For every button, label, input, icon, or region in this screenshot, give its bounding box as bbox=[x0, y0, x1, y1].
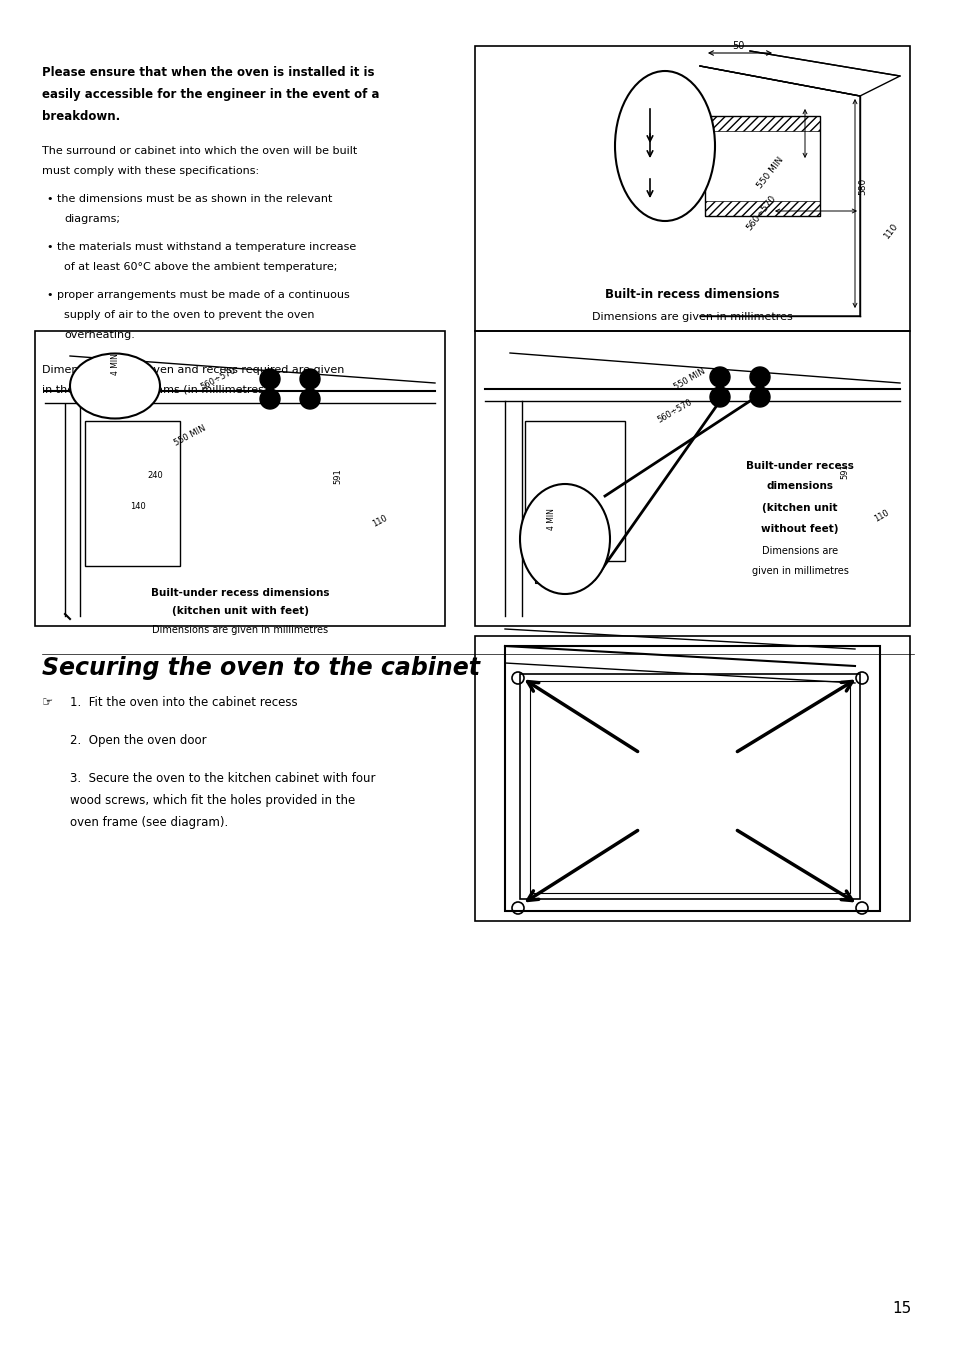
Circle shape bbox=[260, 369, 280, 389]
Ellipse shape bbox=[615, 72, 714, 222]
Text: 560÷570: 560÷570 bbox=[656, 397, 693, 424]
Text: in the relevant diagrams (in millimetres).: in the relevant diagrams (in millimetres… bbox=[42, 385, 272, 394]
Text: easily accessible for the engineer in the event of a: easily accessible for the engineer in th… bbox=[42, 88, 379, 101]
Text: 110: 110 bbox=[882, 222, 899, 240]
Bar bbox=[535, 528, 569, 584]
Text: (kitchen unit with feet): (kitchen unit with feet) bbox=[172, 607, 308, 616]
Text: 1.  Fit the oven into the cabinet recess: 1. Fit the oven into the cabinet recess bbox=[70, 696, 297, 709]
Bar bbox=[519, 674, 859, 898]
Text: Dimensions are: Dimensions are bbox=[761, 546, 837, 557]
Text: 110: 110 bbox=[371, 513, 389, 528]
Text: 550 MIN: 550 MIN bbox=[172, 424, 207, 449]
Text: Securing the oven to the cabinet: Securing the oven to the cabinet bbox=[42, 657, 479, 680]
Circle shape bbox=[299, 369, 319, 389]
Bar bbox=[624, 101, 679, 190]
Text: Built-in recess dimensions: Built-in recess dimensions bbox=[604, 288, 779, 301]
Circle shape bbox=[709, 386, 729, 407]
Text: 550 MIN: 550 MIN bbox=[754, 155, 784, 190]
Circle shape bbox=[749, 367, 769, 386]
Text: Dimensions are given in millimetres: Dimensions are given in millimetres bbox=[152, 626, 328, 635]
Circle shape bbox=[299, 389, 319, 409]
Text: breakdown.: breakdown. bbox=[42, 109, 120, 123]
Text: Dimensions of the oven and recess required are given: Dimensions of the oven and recess requir… bbox=[42, 365, 344, 376]
Text: 110: 110 bbox=[872, 508, 890, 524]
Bar bbox=[85, 422, 180, 566]
Bar bbox=[704, 116, 820, 216]
Text: 3.  Secure the oven to the kitchen cabinet with four: 3. Secure the oven to the kitchen cabine… bbox=[70, 771, 375, 785]
Text: 591: 591 bbox=[840, 463, 848, 478]
Circle shape bbox=[260, 389, 280, 409]
Bar bbox=[475, 636, 909, 921]
Bar bbox=[88, 369, 123, 381]
Text: Please ensure that when the oven is installed it is: Please ensure that when the oven is inst… bbox=[42, 66, 375, 78]
Bar bbox=[524, 422, 624, 561]
Bar bbox=[624, 176, 679, 190]
Circle shape bbox=[709, 367, 729, 386]
Text: supply of air to the oven to prevent the oven: supply of air to the oven to prevent the… bbox=[64, 309, 314, 320]
Text: wood screws, which fit the holes provided in the: wood screws, which fit the holes provide… bbox=[70, 794, 355, 807]
Bar bbox=[35, 331, 444, 626]
Bar bbox=[475, 46, 909, 331]
Text: oven frame (see diagram).: oven frame (see diagram). bbox=[70, 816, 228, 830]
Bar bbox=[88, 366, 123, 411]
Text: must comply with these specifications:: must comply with these specifications: bbox=[42, 166, 259, 176]
Text: 4 MIN: 4 MIN bbox=[111, 353, 119, 376]
Text: • the dimensions must be as shown in the relevant: • the dimensions must be as shown in the… bbox=[47, 195, 332, 204]
Text: 140: 140 bbox=[130, 501, 146, 511]
Text: ☞: ☞ bbox=[42, 696, 53, 709]
Text: 4 MIN: 4 MIN bbox=[547, 508, 556, 530]
Text: 50: 50 bbox=[731, 41, 743, 51]
Text: Built-under recess dimensions: Built-under recess dimensions bbox=[151, 588, 329, 598]
Text: The surround or cabinet into which the oven will be built: The surround or cabinet into which the o… bbox=[42, 146, 356, 155]
Text: • the materials must withstand a temperature increase: • the materials must withstand a tempera… bbox=[47, 242, 355, 253]
Text: given in millimetres: given in millimetres bbox=[751, 566, 847, 576]
Text: overheating.: overheating. bbox=[64, 330, 134, 340]
Text: 2.  Open the oven door: 2. Open the oven door bbox=[70, 734, 207, 747]
Text: 560÷570: 560÷570 bbox=[198, 366, 237, 392]
Text: (kitchen unit: (kitchen unit bbox=[761, 503, 837, 513]
Text: 15: 15 bbox=[892, 1301, 911, 1316]
Ellipse shape bbox=[70, 354, 160, 419]
Circle shape bbox=[749, 386, 769, 407]
Bar bbox=[624, 101, 679, 116]
Text: 560÷570: 560÷570 bbox=[744, 193, 778, 232]
Text: Built-under recess: Built-under recess bbox=[745, 461, 853, 471]
Text: diagrams;: diagrams; bbox=[64, 213, 120, 224]
Bar bbox=[530, 681, 849, 893]
Text: Dimensions are given in millimetres: Dimensions are given in millimetres bbox=[592, 312, 792, 322]
Text: 550 MIN: 550 MIN bbox=[672, 366, 706, 392]
Text: dimensions: dimensions bbox=[765, 481, 833, 490]
Text: of at least 60°C above the ambient temperature;: of at least 60°C above the ambient tempe… bbox=[64, 262, 337, 272]
Text: 591: 591 bbox=[334, 469, 342, 484]
Bar bbox=[504, 646, 879, 911]
Bar bbox=[704, 116, 820, 131]
Bar bbox=[704, 201, 820, 216]
Ellipse shape bbox=[519, 484, 609, 594]
Text: without feet): without feet) bbox=[760, 524, 838, 534]
Text: 580: 580 bbox=[857, 177, 866, 195]
Text: 240: 240 bbox=[147, 471, 163, 481]
Bar bbox=[475, 331, 909, 626]
Text: • proper arrangements must be made of a continuous: • proper arrangements must be made of a … bbox=[47, 290, 350, 300]
Bar bbox=[535, 530, 569, 540]
